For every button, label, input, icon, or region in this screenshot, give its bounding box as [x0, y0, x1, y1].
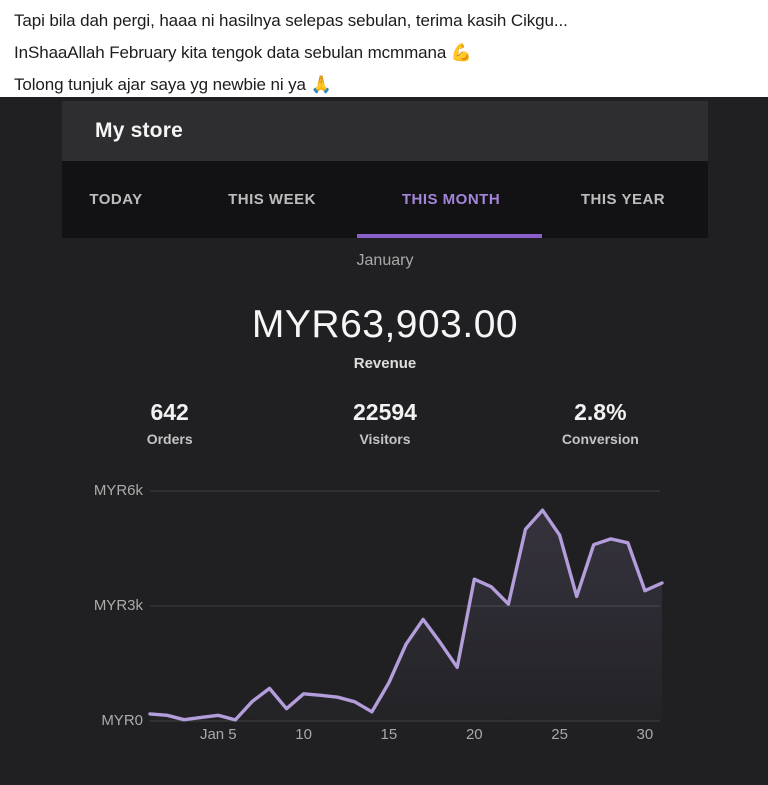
app-screenshot: My store TODAY THIS WEEK THIS MONTH THIS…	[0, 97, 768, 785]
orders-label: Orders	[146, 431, 193, 447]
visitors-label: Visitors	[359, 431, 411, 447]
revenue-label: Revenue	[353, 355, 417, 372]
y-axis-label: MYR6k	[93, 482, 143, 499]
x-axis-label: 10	[295, 726, 312, 743]
y-axis-label: MYR3k	[93, 597, 143, 614]
stat-orders: 642 Orders	[62, 398, 277, 448]
tab-this-year[interactable]: THIS YEAR	[580, 191, 666, 208]
active-tab-indicator	[357, 234, 542, 238]
message-line-3: Tolong tunjuk ajar saya yg newbie ni ya …	[14, 75, 332, 94]
tab-this-month[interactable]: THIS MONTH	[401, 191, 501, 208]
x-axis-label: 15	[380, 726, 398, 743]
orders-value: 642	[150, 399, 189, 425]
x-axis-label: 25	[551, 726, 568, 743]
store-header: My store	[62, 101, 708, 161]
conversion-value: 2.8%	[574, 399, 627, 425]
stat-visitors: 22594 Visitors	[277, 398, 492, 448]
period-label: January	[356, 252, 414, 269]
y-axis-label: MYR0	[101, 712, 143, 729]
x-axis-label: 30	[636, 726, 654, 743]
tab-this-week[interactable]: THIS WEEK	[228, 191, 316, 208]
visitors-value: 22594	[353, 399, 417, 425]
stats-row: 642 Orders 22594 Visitors 2.8% Conversio…	[62, 398, 708, 448]
summary-block: January MYR63,903.00 Revenue	[62, 250, 708, 374]
x-axis-label: Jan 5	[199, 726, 237, 743]
chat-messages: Tapi bila dah pergi, haaa ni hasilnya se…	[0, 0, 768, 97]
conversion-label: Conversion	[561, 431, 639, 447]
stat-conversion: 2.8% Conversion	[493, 398, 708, 448]
message-line-1: Tapi bila dah pergi, haaa ni hasilnya se…	[14, 11, 568, 30]
revenue-chart[interactable]: MYR6k MYR3k MYR0 Jan 5 10 15 20 25 30	[0, 461, 768, 771]
period-tab-bar: TODAY THIS WEEK THIS MONTH THIS YEAR	[62, 161, 708, 238]
message-line-2: InShaaAllah February kita tengok data se…	[14, 43, 472, 62]
revenue-line-chart-svg	[148, 490, 664, 722]
x-axis-label: 20	[465, 726, 483, 743]
tab-today[interactable]: TODAY	[89, 191, 143, 208]
revenue-amount: MYR63,903.00	[251, 303, 519, 346]
store-title: My store	[95, 119, 183, 142]
